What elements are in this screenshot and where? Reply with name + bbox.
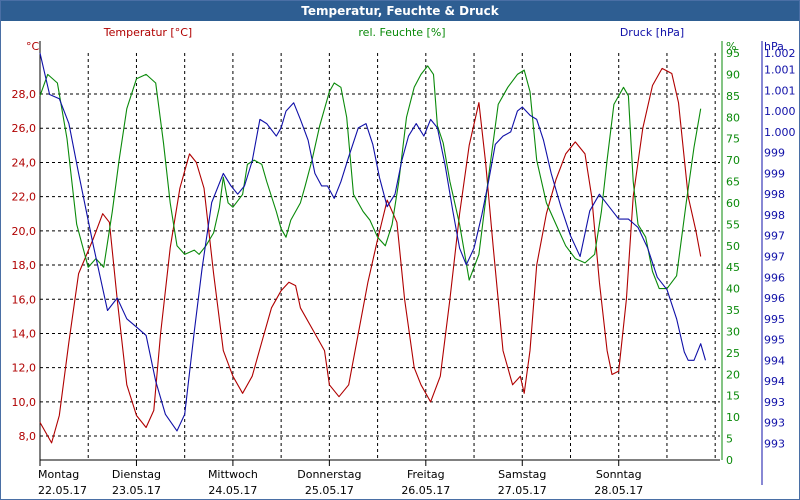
hum-tick-label: 35 <box>726 304 740 317</box>
hum-series-line <box>39 65 702 290</box>
press-tick-label: 996 <box>764 292 785 305</box>
press-tick-label: 1.000 <box>764 126 796 139</box>
x-tick-label-day: Mittwoch <box>208 468 258 481</box>
press-tick-label: 999 <box>764 147 785 160</box>
hum-tick-label: 60 <box>726 197 740 210</box>
hum-axis-unit: % <box>726 40 736 53</box>
x-tick-label-day: Dienstag <box>112 468 161 481</box>
press-tick-label: 994 <box>764 354 785 367</box>
hum-tick-label: 55 <box>726 218 740 231</box>
x-tick-label-date: 25.05.17 <box>305 484 354 497</box>
press-tick-label: 1.001 <box>764 84 796 97</box>
temp-series-label: Temperatur [°C] <box>103 26 192 39</box>
x-tick-label-date: 22.05.17 <box>38 484 87 497</box>
hum-tick-label: 40 <box>726 283 740 296</box>
hum-tick-label: 0 <box>726 454 733 467</box>
hum-series-label: rel. Feuchte [%] <box>358 26 445 39</box>
temp-axis-unit: °C <box>26 40 40 53</box>
temp-tick-label: 24,0 <box>12 156 37 169</box>
press-tick-label: 997 <box>764 251 785 264</box>
hum-tick-label: 20 <box>726 368 740 381</box>
press-tick-label: 999 <box>764 167 785 180</box>
press-tick-label: 1.002 <box>764 47 796 60</box>
hum-tick-label: 65 <box>726 176 740 189</box>
press-tick-label: 993 <box>764 437 785 450</box>
hum-tick-label: 30 <box>726 325 740 338</box>
press-tick-label: 1.000 <box>764 105 796 118</box>
hum-tick-label: 85 <box>726 90 740 103</box>
x-tick-label-date: 26.05.17 <box>401 484 450 497</box>
temp-series-line <box>39 67 702 444</box>
x-tick-label-date: 24.05.17 <box>208 484 257 497</box>
press-tick-label: 995 <box>764 313 785 326</box>
temp-tick-label: 20,0 <box>12 225 37 238</box>
press-tick-label: 996 <box>764 271 785 284</box>
press-tick-label: 998 <box>764 188 785 201</box>
temp-tick-label: 14,0 <box>12 327 37 340</box>
series <box>39 52 707 444</box>
press-tick-label: 1.001 <box>764 64 796 77</box>
press-tick-label: 995 <box>764 334 785 347</box>
axes: Temperatur [°C] rel. Feuchte [%] Druck [… <box>12 26 796 497</box>
x-tick-label-day: Donnerstag <box>297 468 361 481</box>
temp-tick-label: 26,0 <box>12 122 37 135</box>
hum-tick-label: 45 <box>726 261 740 274</box>
x-tick-label-date: 27.05.17 <box>498 484 547 497</box>
press-tick-label: 997 <box>764 230 785 243</box>
hum-tick-label: 5 <box>726 433 733 446</box>
press-axis-unit: hPa <box>764 40 784 53</box>
temp-tick-label: 12,0 <box>12 362 37 375</box>
temp-tick-label: 10,0 <box>12 396 37 409</box>
hum-tick-label: 70 <box>726 154 740 167</box>
temp-tick-label: 8,0 <box>19 430 37 443</box>
x-tick-label-date: 28.05.17 <box>594 484 643 497</box>
grid <box>39 41 763 485</box>
temp-tick-label: 28,0 <box>12 88 37 101</box>
temp-tick-label: 22,0 <box>12 191 37 204</box>
x-tick-label-day: Freitag <box>407 468 445 481</box>
hum-tick-label: 90 <box>726 68 740 81</box>
temp-tick-label: 16,0 <box>12 293 37 306</box>
hum-tick-label: 10 <box>726 411 740 424</box>
hum-tick-label: 25 <box>726 347 740 360</box>
hum-tick-label: 50 <box>726 240 740 253</box>
hum-tick-label: 95 <box>726 47 740 60</box>
temp-tick-label: 18,0 <box>12 259 37 272</box>
x-tick-label-day: Sonntag <box>596 468 642 481</box>
press-tick-label: 993 <box>764 396 785 409</box>
x-tick-label-date: 23.05.17 <box>112 484 161 497</box>
press-series-line <box>39 52 707 432</box>
x-tick-label-day: Samstag <box>498 468 546 481</box>
hum-tick-label: 15 <box>726 390 740 403</box>
x-tick-label-day: Montag <box>38 468 79 481</box>
hum-tick-label: 75 <box>726 133 740 146</box>
chart-title: Temperatur, Feuchte & Druck <box>1 1 799 21</box>
press-series-label: Druck [hPa] <box>620 26 684 39</box>
hum-tick-label: 80 <box>726 111 740 124</box>
press-tick-label: 993 <box>764 417 785 430</box>
press-tick-label: 998 <box>764 209 785 222</box>
press-tick-label: 994 <box>764 375 785 388</box>
